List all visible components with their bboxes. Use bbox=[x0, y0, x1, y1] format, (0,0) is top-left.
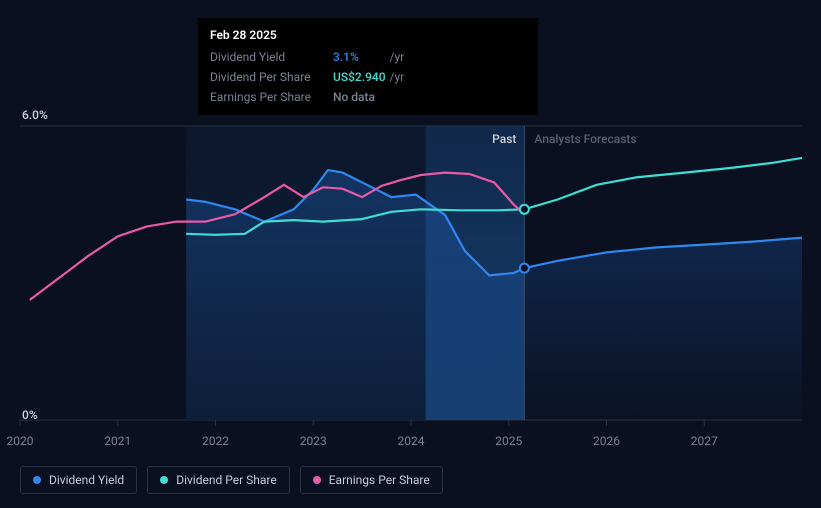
tooltip-row-value: No data bbox=[333, 87, 386, 107]
x-tick-label: 2020 bbox=[7, 434, 34, 448]
tooltip-row-unit: /yr bbox=[386, 67, 405, 87]
region-label-past: Past bbox=[484, 132, 516, 146]
legend-dot bbox=[160, 476, 168, 484]
tooltip-row-label: Dividend Per Share bbox=[210, 67, 333, 87]
legend-item-dividend_per_share[interactable]: Dividend Per Share bbox=[147, 466, 290, 494]
x-tick-label: 2023 bbox=[300, 434, 327, 448]
tooltip-row: Dividend Per ShareUS$2.940/yr bbox=[210, 67, 404, 87]
tooltip-table: Dividend Yield3.1%/yrDividend Per ShareU… bbox=[210, 47, 404, 107]
x-tick-label: 2022 bbox=[202, 434, 229, 448]
legend-dot bbox=[313, 476, 321, 484]
region-label-forecast: Analysts Forecasts bbox=[534, 132, 636, 146]
x-tick-label: 2027 bbox=[691, 434, 718, 448]
legend-item-earnings_per_share[interactable]: Earnings Per Share bbox=[300, 466, 443, 494]
legend-item-dividend_yield[interactable]: Dividend Yield bbox=[20, 466, 137, 494]
legend-label: Dividend Yield bbox=[49, 473, 124, 487]
x-tick-label: 2024 bbox=[398, 434, 425, 448]
tooltip-row-label: Earnings Per Share bbox=[210, 87, 333, 107]
tooltip-row: Earnings Per ShareNo data bbox=[210, 87, 404, 107]
legend-label: Earnings Per Share bbox=[329, 473, 430, 487]
marker-dividend_yield bbox=[520, 264, 529, 273]
y-tick-label: 6.0% bbox=[22, 108, 48, 122]
tooltip-row-value: 3.1% bbox=[333, 47, 386, 67]
tooltip-row-label: Dividend Yield bbox=[210, 47, 333, 67]
x-tick-label: 2026 bbox=[593, 434, 620, 448]
x-tick-label: 2025 bbox=[495, 434, 522, 448]
tooltip-row-value: US$2.940 bbox=[333, 67, 386, 87]
chart-tooltip: Feb 28 2025Dividend Yield3.1%/yrDividend… bbox=[198, 18, 538, 115]
x-tick-label: 2021 bbox=[104, 434, 131, 448]
legend-dot bbox=[33, 476, 41, 484]
tooltip-row-unit bbox=[386, 87, 405, 107]
y-tick-label: 0% bbox=[22, 408, 38, 422]
tooltip-date: Feb 28 2025 bbox=[210, 26, 526, 44]
marker-dividend_per_share bbox=[520, 205, 529, 214]
tooltip-row: Dividend Yield3.1%/yr bbox=[210, 47, 404, 67]
tooltip-row-unit: /yr bbox=[386, 47, 405, 67]
legend: Dividend Yield Dividend Per Share Earnings… bbox=[20, 466, 443, 494]
legend-label: Dividend Per Share bbox=[176, 473, 277, 487]
